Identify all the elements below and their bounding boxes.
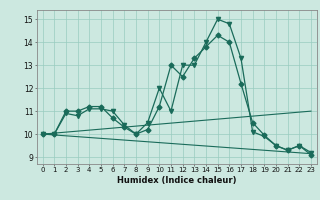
- X-axis label: Humidex (Indice chaleur): Humidex (Indice chaleur): [117, 176, 236, 185]
